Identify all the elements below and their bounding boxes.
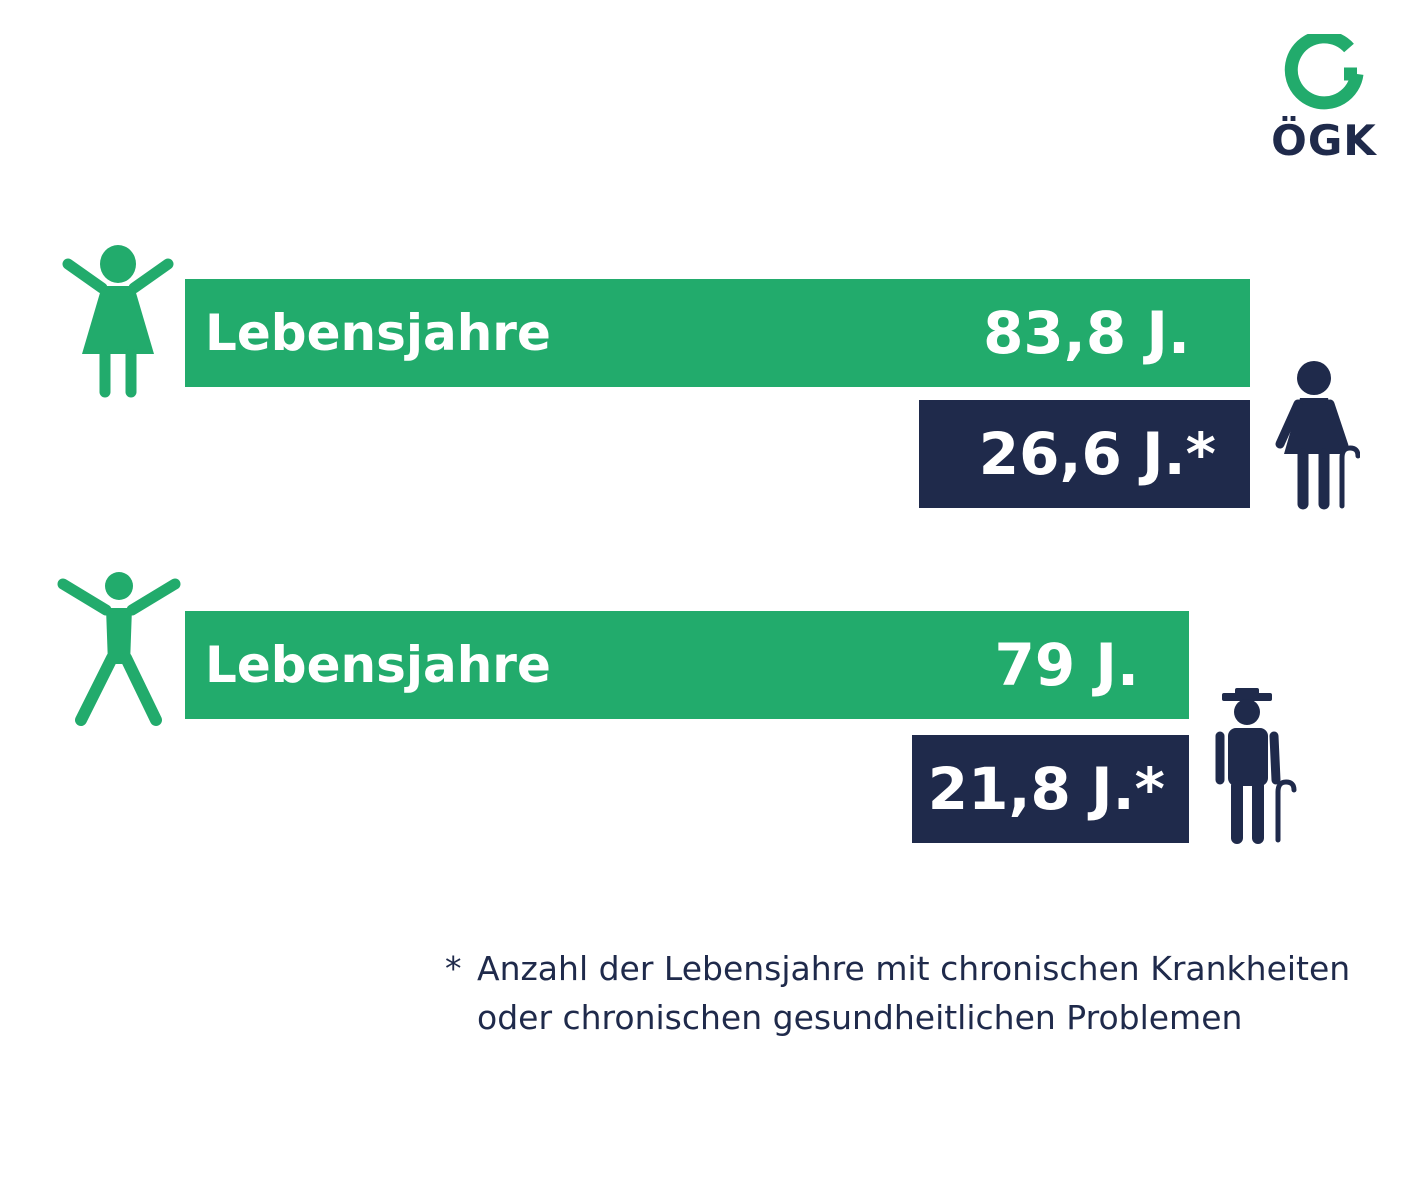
bar-value-life-years: 83,8 J.	[983, 299, 1190, 367]
footnote-marker: *	[445, 949, 462, 988]
oegk-logo: ÖGK	[1262, 34, 1386, 174]
logo-text: ÖGK	[1271, 116, 1377, 165]
footnote: * Anzahl der Lebensjahre mit chronischen…	[445, 944, 1385, 1042]
man-arms-raised-icon	[57, 572, 181, 726]
bar-label: Lebensjahre	[205, 304, 551, 362]
elderly-woman-with-cane-icon	[1275, 361, 1360, 510]
bar-chronic-years-men: 21,8 J.*	[912, 735, 1189, 843]
footnote-text: Anzahl der Lebensjahre mit chronischen K…	[477, 949, 1351, 1037]
bar-label: Lebensjahre	[205, 636, 551, 694]
elderly-man-with-hat-and-cane-icon	[1215, 688, 1297, 844]
bar-value-life-years: 79 J.	[994, 631, 1139, 699]
bar-life-years-women: Lebensjahre 83,8 J.	[185, 279, 1250, 387]
woman-arms-raised-icon	[62, 245, 174, 398]
bar-chronic-years-women: 26,6 J.*	[919, 400, 1250, 508]
bar-life-years-men: Lebensjahre 79 J.	[185, 611, 1189, 719]
bar-value-chronic-years: 26,6 J.*	[978, 420, 1216, 488]
logo-ring-icon	[1284, 34, 1364, 110]
bar-value-chronic-years: 21,8 J.*	[927, 755, 1165, 823]
